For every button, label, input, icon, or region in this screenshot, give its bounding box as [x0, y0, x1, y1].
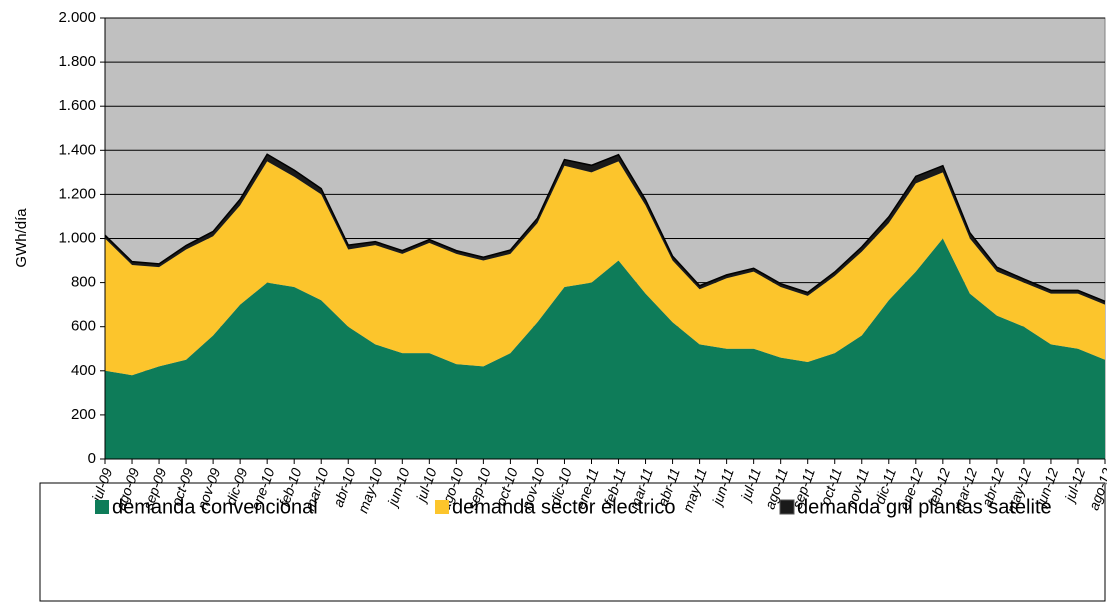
- y-tick-label: 800: [71, 274, 96, 291]
- legend-swatch: [95, 500, 109, 514]
- area-1: [105, 161, 1105, 376]
- legend-label: demanda convencional: [112, 496, 318, 518]
- area-0: [105, 238, 1105, 459]
- y-tick-label: 600: [71, 318, 96, 335]
- legend-swatch: [779, 499, 795, 515]
- legend-swatch: [435, 500, 449, 514]
- total-line: [104, 153, 1106, 303]
- legend-label: demanda sector electrico: [452, 496, 675, 518]
- legend-box: [39, 482, 1106, 602]
- y-tick-label: 200: [71, 406, 96, 423]
- y-tick-label: 2.000: [58, 9, 96, 26]
- y-axis-label: GWh/día: [13, 208, 30, 268]
- y-tick-label: 1.000: [58, 229, 96, 246]
- legend-label: demanda gnl plantas satelite: [797, 496, 1052, 518]
- y-tick-label: 400: [71, 362, 96, 379]
- y-tick-label: 0: [88, 450, 96, 467]
- y-tick-label: 1.800: [58, 53, 96, 70]
- y-tick-label: 1.200: [58, 185, 96, 202]
- y-tick-label: 1.400: [58, 141, 96, 158]
- y-tick-label: 1.600: [58, 97, 96, 114]
